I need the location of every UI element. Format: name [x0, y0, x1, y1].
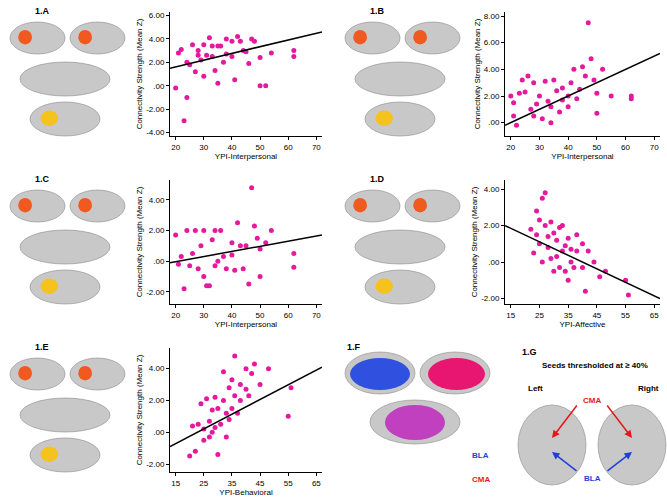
- svg-text:60: 60: [284, 143, 293, 152]
- svg-text:BLA: BLA: [584, 474, 601, 483]
- svg-text:35: 35: [564, 311, 573, 320]
- svg-text:YPI-Behavioral: YPI-Behavioral: [219, 488, 273, 497]
- svg-text:YPI-Interpersonal: YPI-Interpersonal: [215, 320, 277, 329]
- svg-text:20: 20: [171, 311, 180, 320]
- svg-text:1.G: 1.G: [522, 347, 537, 357]
- svg-text:YPI-Affective: YPI-Affective: [559, 320, 606, 329]
- svg-text:-4.00: -4.00: [146, 128, 165, 137]
- svg-text:35: 35: [227, 479, 236, 488]
- svg-text:40: 40: [564, 143, 573, 152]
- svg-text:4.00: 4.00: [149, 364, 165, 373]
- svg-text:70: 70: [312, 311, 321, 320]
- svg-text:Connectivity Strength (Mean Z): Connectivity Strength (Mean Z): [135, 18, 144, 129]
- svg-text:4.00: 4.00: [484, 65, 500, 74]
- svg-text:65: 65: [650, 311, 659, 320]
- svg-text:-2.00: -2.00: [146, 288, 165, 297]
- svg-text:15: 15: [171, 479, 180, 488]
- svg-text:2.00: 2.00: [484, 221, 500, 230]
- svg-text:30: 30: [199, 311, 208, 320]
- svg-text:40: 40: [227, 311, 236, 320]
- svg-text:YPI-Interpersonal: YPI-Interpersonal: [551, 152, 613, 161]
- svg-text:CMA: CMA: [472, 475, 490, 484]
- svg-text:8.00: 8.00: [484, 12, 500, 21]
- svg-text:50: 50: [592, 143, 601, 152]
- svg-text:-2.00: -2.00: [481, 294, 500, 303]
- svg-text:1.D: 1.D: [370, 174, 385, 184]
- svg-text:CMA: CMA: [583, 396, 601, 405]
- svg-text:.00: .00: [488, 258, 500, 267]
- svg-text:Right: Right: [638, 384, 659, 393]
- svg-text:-2.00: -2.00: [146, 460, 165, 469]
- svg-text:4.00: 4.00: [484, 185, 500, 194]
- svg-text:50: 50: [256, 311, 265, 320]
- svg-text:Left: Left: [528, 384, 543, 393]
- svg-text:-2.00: -2.00: [146, 105, 165, 114]
- svg-text:45: 45: [256, 479, 265, 488]
- svg-text:70: 70: [650, 143, 659, 152]
- svg-text:1.C: 1.C: [35, 174, 50, 184]
- svg-text:60: 60: [284, 311, 293, 320]
- svg-text:70: 70: [312, 143, 321, 152]
- svg-text:2.00: 2.00: [484, 92, 500, 101]
- svg-text:65: 65: [312, 479, 321, 488]
- svg-text:50: 50: [256, 143, 265, 152]
- svg-text:25: 25: [199, 479, 208, 488]
- svg-text:20: 20: [171, 143, 180, 152]
- svg-text:60: 60: [621, 143, 630, 152]
- svg-text:2.00: 2.00: [149, 396, 165, 405]
- svg-text:.00: .00: [488, 118, 500, 127]
- svg-text:Connectivity Strength (Mean Z): Connectivity Strength (Mean Z): [135, 186, 144, 297]
- svg-text:6.00: 6.00: [149, 11, 165, 20]
- svg-text:YPI-Interpersonal: YPI-Interpersonal: [215, 152, 277, 161]
- svg-text:6.00: 6.00: [484, 38, 500, 47]
- svg-text:45: 45: [592, 311, 601, 320]
- svg-text:2.00: 2.00: [149, 58, 165, 67]
- svg-text:4.00: 4.00: [149, 35, 165, 44]
- svg-text:30: 30: [535, 143, 544, 152]
- svg-text:15: 15: [506, 311, 515, 320]
- svg-text:1.A: 1.A: [35, 6, 50, 16]
- svg-text:.00: .00: [153, 257, 165, 266]
- svg-text:40: 40: [227, 143, 236, 152]
- svg-text:4.00: 4.00: [149, 196, 165, 205]
- svg-text:25: 25: [535, 311, 544, 320]
- svg-text:Connectivity Strength (Mean Z): Connectivity Strength (Mean Z): [473, 18, 482, 129]
- svg-text:Connectivity Strength (Mean Z): Connectivity Strength (Mean Z): [135, 354, 144, 465]
- svg-text:55: 55: [284, 479, 293, 488]
- svg-text:55: 55: [621, 311, 630, 320]
- svg-text:20: 20: [506, 143, 515, 152]
- svg-text:Connectivity Strength (Mean Z): Connectivity Strength (Mean Z): [470, 186, 479, 297]
- svg-text:.00: .00: [153, 428, 165, 437]
- svg-text:.00: .00: [153, 82, 165, 91]
- svg-text:Seeds thresholded at ≥ 40%: Seeds thresholded at ≥ 40%: [542, 361, 648, 370]
- svg-text:1.F: 1.F: [347, 342, 361, 352]
- svg-text:1.E: 1.E: [35, 342, 49, 352]
- svg-text:BLA: BLA: [472, 451, 489, 460]
- svg-text:1.B: 1.B: [370, 6, 385, 16]
- svg-text:2.00: 2.00: [149, 226, 165, 235]
- svg-text:30: 30: [199, 143, 208, 152]
